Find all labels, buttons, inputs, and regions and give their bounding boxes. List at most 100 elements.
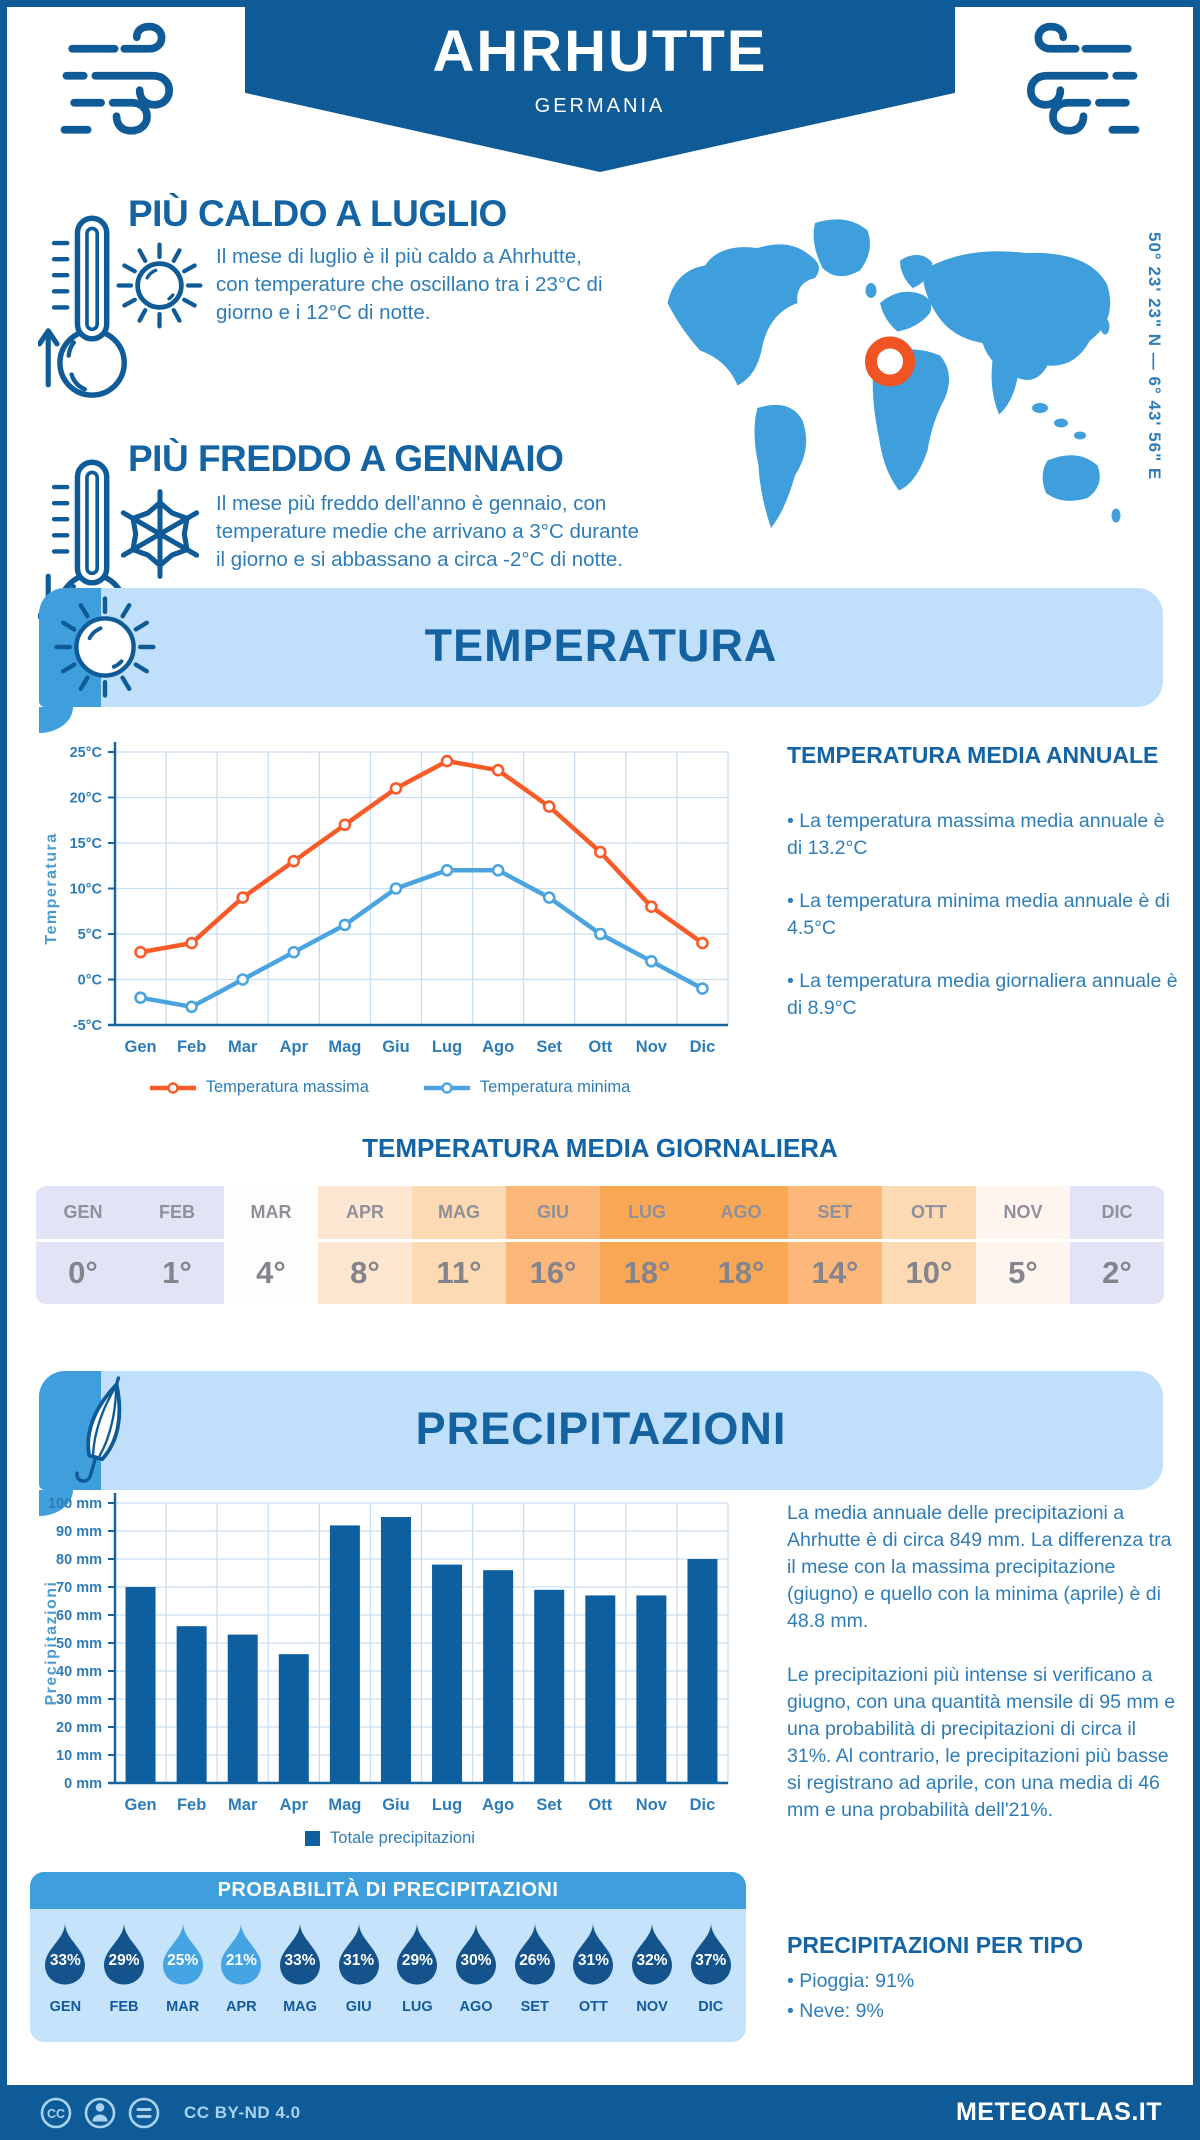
probability-month-label: SET <box>520 1999 549 2015</box>
world-map <box>667 219 1121 528</box>
precipitation-type-bullet: • Neve: 9% <box>787 2000 884 2022</box>
y-tick-label: 60 mm <box>56 1608 102 1624</box>
x-tick-label: Dic <box>690 1796 716 1814</box>
probability-cell: 29% FEB <box>95 1922 154 2015</box>
precipitation-probability-drops: 33% GEN 29% FEB 25% MAR 21% APR 33% MAG 31% GIU 29% L… <box>36 1922 740 2015</box>
month-column: SET 14° <box>788 1186 882 1304</box>
legend-label: Temperatura minima <box>479 1078 631 1096</box>
precipitation-chart-legend: Totale precipitazioni <box>40 1829 740 1848</box>
probability-cell: 21% APR <box>212 1922 271 2015</box>
raindrop-icon: 26% <box>512 1922 558 1986</box>
data-point <box>440 864 454 877</box>
month-label: FEB <box>130 1186 224 1239</box>
page-subtitle: GERMANIA <box>534 95 666 117</box>
legend-marker <box>149 1081 196 1094</box>
month-label: OTT <box>882 1186 976 1239</box>
probability-month-label: APR <box>226 1999 257 2015</box>
bar <box>636 1595 667 1783</box>
month-temperature-value: 2° <box>1070 1242 1164 1304</box>
month-column: FEB 1° <box>130 1186 224 1304</box>
y-tick-label: -5°C <box>73 1018 103 1034</box>
raindrop-icon: 31% <box>570 1922 616 1986</box>
location-marker <box>865 336 915 387</box>
bar <box>278 1654 309 1783</box>
month-label: DIC <box>1070 1186 1164 1239</box>
probability-month-label: MAG <box>283 1999 317 2015</box>
license-group: CC CC BY-ND 4.0 <box>38 2095 301 2131</box>
raindrop-icon: 33% <box>42 1922 88 1986</box>
probability-month-label: FEB <box>109 1999 139 2015</box>
data-point <box>491 763 505 777</box>
bar <box>585 1595 616 1783</box>
x-tick-label: Giu <box>382 1796 410 1814</box>
wind-icon <box>1027 22 1140 135</box>
bar <box>534 1589 565 1783</box>
month-temperature-value: 1° <box>130 1242 224 1304</box>
cc-icon: CC <box>47 2107 65 2121</box>
temperature-line-chart: -5°C 0°C 5°C 10°C 15°C 20°C 25°C Gen Feb Mar Apr Ma… <box>43 742 729 1056</box>
probability-cell: 33% GEN <box>36 1922 95 2015</box>
month-temperature-value: 14° <box>788 1242 882 1304</box>
x-tick-label: Ott <box>588 1038 612 1056</box>
month-label: AGO <box>694 1186 788 1239</box>
probability-month-label: GIU <box>345 1999 372 2015</box>
precipitation-bar-chart: 0 mm 10 mm 20 mm 30 mm 40 mm 50 mm 60 mm 70 mm 8… <box>43 1493 729 1814</box>
annual-bullet: • La temperatura massima media annuale è… <box>787 810 1165 859</box>
probability-value: 30% <box>460 1952 492 1969</box>
y-tick-label: 25°C <box>70 745 103 761</box>
x-tick-label: Giu <box>382 1038 410 1056</box>
x-tick-label: Dic <box>690 1038 716 1056</box>
thermometer-up-icon <box>38 215 127 398</box>
series-line <box>138 868 705 1010</box>
precipitation-type-bullet: • Pioggia: 91% <box>787 1970 915 1992</box>
bar <box>687 1559 718 1783</box>
legend-label: Temperatura massima <box>205 1078 369 1096</box>
daily-temperature-heading: TEMPERATURA MEDIA GIORNALIERA <box>362 1133 838 1163</box>
wind-icon <box>60 22 173 135</box>
probability-cell: 33% MAG <box>271 1922 330 2015</box>
probability-cell: 37% DIC <box>681 1922 740 2015</box>
legend-item: Temperatura minima <box>423 1078 631 1097</box>
month-column: NOV 5° <box>976 1186 1070 1304</box>
data-point <box>236 973 250 986</box>
month-column: MAG 11° <box>412 1186 506 1304</box>
x-tick-label: Set <box>536 1038 562 1056</box>
raindrop-icon: 37% <box>688 1922 734 1986</box>
x-tick-label: Mag <box>328 1796 361 1814</box>
probability-cell: 32% NOV <box>623 1922 682 2015</box>
raindrop-icon: 29% <box>394 1922 440 1986</box>
bar <box>483 1570 514 1783</box>
month-label: GEN <box>36 1186 130 1239</box>
x-tick-label: Feb <box>177 1038 206 1056</box>
legend-item: Totale precipitazioni <box>305 1829 475 1848</box>
data-point <box>542 800 556 813</box>
temperature-section-title: TEMPERATURA <box>424 620 778 671</box>
probability-value: 31% <box>343 1952 375 1969</box>
brand-logo: METEOATLAS.IT <box>955 2098 1162 2126</box>
hot-month-text: Il mese di luglio è il più caldo a Ahrhu… <box>216 245 603 324</box>
footer-bar: CC CC BY-ND 4.0 METEOATLAS.IT <box>0 2085 1200 2140</box>
data-point <box>287 945 301 959</box>
page-title: AHRHUTTE <box>432 19 768 84</box>
precipitation-section-title: PRECIPITAZIONI <box>415 1403 787 1454</box>
month-label: GIU <box>506 1186 600 1239</box>
data-point <box>491 864 505 877</box>
x-tick-label: Apr <box>280 1038 309 1056</box>
month-label: LUG <box>600 1186 694 1239</box>
data-point <box>389 782 403 795</box>
raindrop-icon: 29% <box>101 1922 147 1986</box>
x-tick-label: Feb <box>177 1796 206 1814</box>
probability-month-label: GEN <box>49 1999 82 2015</box>
monthly-temperature-table: GEN 0° FEB 1° MAR 4° APR 8° MAG 11° GIU 16° LUG 18° AG… <box>36 1186 1164 1304</box>
month-temperature-value: 18° <box>600 1242 694 1304</box>
cold-month-text: Il mese più freddo dell'anno è gennaio, … <box>216 492 639 571</box>
precipitation-probability-title: PROBABILITÀ DI PRECIPITAZIONI <box>30 1872 746 1909</box>
data-point <box>338 918 352 932</box>
cold-month-heading: PIÙ FREDDO A GENNAIO <box>128 438 564 479</box>
y-tick-label: 5°C <box>78 927 103 943</box>
probability-value: 33% <box>284 1952 316 1969</box>
license-label: CC BY-ND 4.0 <box>184 2102 301 2122</box>
probability-value: 32% <box>636 1952 668 1969</box>
y-tick-label: 50 mm <box>56 1636 102 1652</box>
month-column: APR 8° <box>318 1186 412 1304</box>
